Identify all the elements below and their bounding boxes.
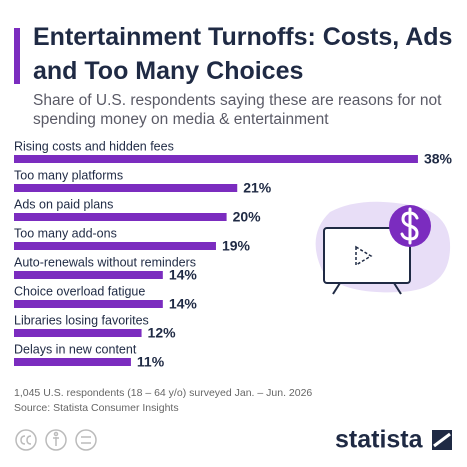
value-label: 14% bbox=[169, 267, 198, 283]
category-label: Choice overload fatigue bbox=[14, 284, 145, 298]
bar bbox=[14, 358, 131, 366]
note: 1,045 U.S. respondents (18 – 64 y/o) sur… bbox=[14, 387, 313, 399]
bar bbox=[14, 242, 216, 250]
value-label: 11% bbox=[137, 354, 165, 370]
category-label: Too many platforms bbox=[14, 168, 123, 182]
value-label: 21% bbox=[243, 180, 272, 196]
value-label: 19% bbox=[222, 238, 251, 254]
bar bbox=[14, 213, 227, 221]
bar bbox=[14, 271, 163, 279]
category-label: Libraries losing favorites bbox=[14, 313, 149, 327]
license-icons bbox=[15, 429, 97, 451]
chart-title: Entertainment Turnoffs: Costs, Ads and T… bbox=[33, 23, 453, 85]
value-label: 14% bbox=[169, 296, 198, 312]
illustration bbox=[315, 201, 451, 295]
bar bbox=[14, 184, 238, 192]
value-label: 38% bbox=[424, 151, 453, 167]
category-label: Delays in new content bbox=[14, 342, 137, 356]
value-label: 12% bbox=[148, 325, 177, 341]
logo: statista bbox=[335, 426, 424, 454]
bar bbox=[14, 329, 142, 337]
logo-mark-stroke bbox=[433, 432, 451, 448]
chart-subtitle: Share of U.S. respondents saying these a… bbox=[33, 92, 442, 128]
category-label: Ads on paid plans bbox=[14, 197, 113, 211]
value-label: 20% bbox=[233, 209, 262, 225]
bar bbox=[14, 155, 418, 163]
source: Source: Statista Consumer Insights bbox=[14, 402, 179, 414]
category-label: Too many add-ons bbox=[14, 226, 117, 240]
accent-bar bbox=[14, 28, 20, 84]
bar bbox=[14, 300, 163, 308]
category-label: Rising costs and hidden fees bbox=[14, 139, 174, 153]
category-label: Auto-renewals without reminders bbox=[14, 255, 196, 269]
